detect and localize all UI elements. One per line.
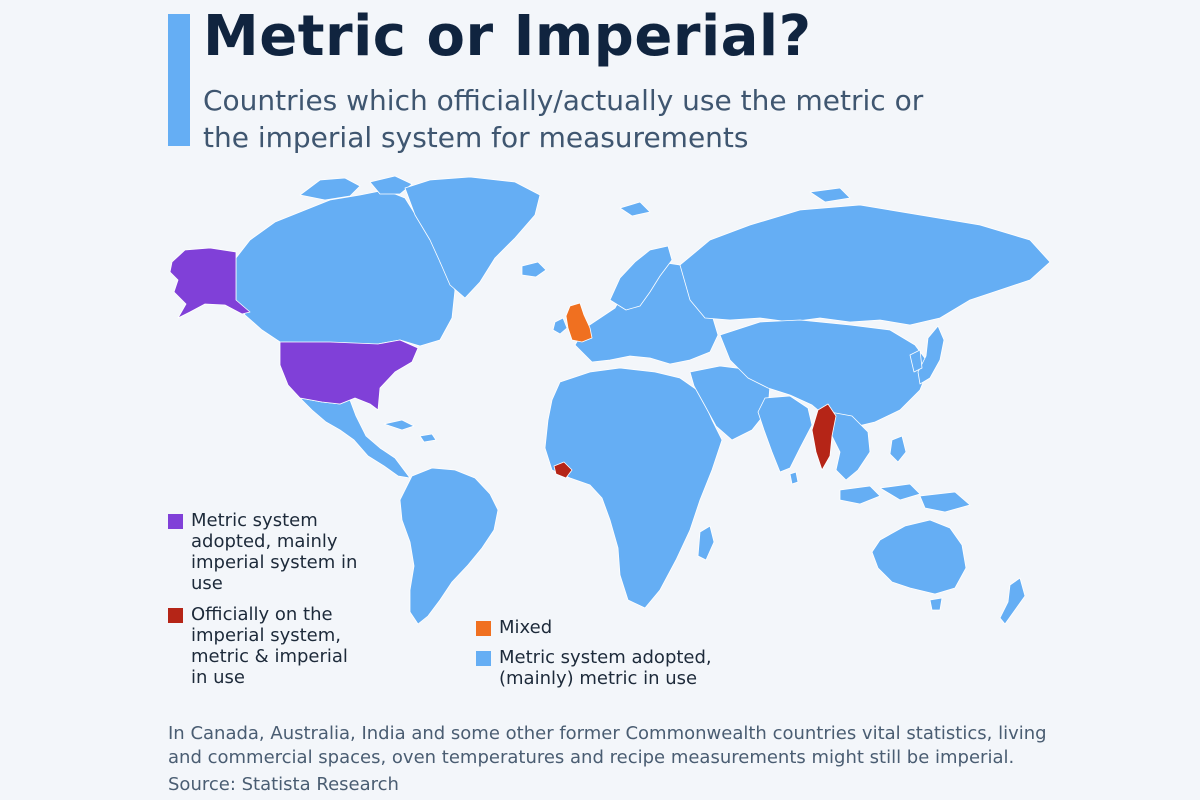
legend-swatch (168, 608, 183, 623)
indonesia-shape (839, 485, 881, 505)
legend-swatch (476, 651, 491, 666)
legend-swatch (168, 514, 183, 529)
legend-label: Mixed (499, 617, 553, 638)
page-title: Metric or Imperial? (203, 4, 812, 69)
uk-shape (565, 302, 593, 343)
usa-shape (279, 339, 419, 411)
new-zealand-shape (999, 577, 1026, 625)
legend-swatch (476, 621, 491, 636)
madagascar-shape (697, 525, 715, 561)
world-map (160, 168, 1060, 638)
iceland-shape (521, 261, 547, 278)
australia-shape (871, 519, 967, 595)
legend-label: Metric system adopted, (mainly) metric i… (499, 647, 712, 689)
russia-shape (679, 204, 1051, 326)
legend-item-mixed: Mixed (476, 617, 736, 638)
footnote: In Canada, Australia, India and some oth… (168, 723, 1047, 768)
myanmar-shape (811, 403, 837, 471)
legend-label: Metric system adopted, mainly imperial s… (191, 510, 358, 594)
accent-bar (168, 14, 190, 146)
legend-item-metric-adopted-imperial-use: Metric system adopted, mainly imperial s… (168, 510, 358, 594)
page-subtitle: Countries which officially/actually use … (203, 84, 924, 154)
scandinavia-shape (609, 245, 673, 311)
legend-label: Officially on the imperial system, metri… (191, 604, 348, 688)
southeast-asia-shape (829, 411, 871, 481)
legend-item-metric: Metric system adopted, (mainly) metric i… (476, 647, 736, 689)
ireland-shape (552, 317, 568, 335)
africa-shape (544, 367, 723, 609)
liberia-shape (553, 461, 573, 479)
arctic-islands-shape (299, 177, 361, 201)
china-shape (719, 319, 931, 429)
alaska-shape (169, 247, 251, 319)
india-shape (757, 395, 813, 473)
mexico-shape (299, 397, 411, 479)
south-america-shape (399, 467, 499, 625)
legend-item-officially-imperial: Officially on the imperial system, metri… (168, 604, 368, 688)
japan-shape (917, 325, 945, 385)
source-credit: Source: Statista Research (168, 774, 399, 795)
greenland-shape (404, 176, 541, 299)
